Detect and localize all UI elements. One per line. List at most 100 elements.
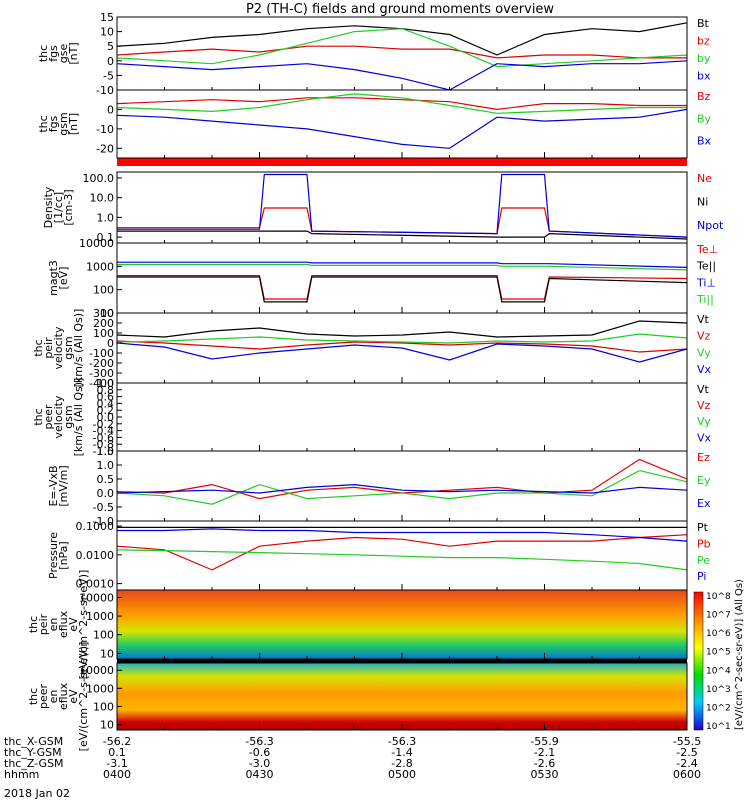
time-axis-value: -3.1 bbox=[106, 757, 127, 770]
panel-frame bbox=[116, 16, 688, 91]
date-label: 2018 Jan 02 bbox=[4, 787, 70, 800]
y-tick-label: -1.0 bbox=[93, 515, 114, 528]
y-axis-label: [cm-3] bbox=[62, 189, 75, 225]
y-axis-label: thc bbox=[27, 688, 40, 705]
y-tick-label: 1.0 bbox=[97, 459, 115, 472]
y-axis-label: gse bbox=[57, 44, 70, 64]
series-line-Ni bbox=[117, 230, 688, 240]
legend-entry: Ti⊥ bbox=[696, 276, 716, 289]
y-axis-label: thc bbox=[37, 115, 50, 132]
colorbar-tick-label: 10^3 bbox=[706, 685, 731, 695]
y-tick-label: -300 bbox=[89, 367, 114, 380]
colorbar-tick-label: 10^6 bbox=[706, 629, 731, 639]
y-axis-label: peer bbox=[42, 404, 55, 430]
y-tick-label: 0 bbox=[107, 337, 114, 350]
y-tick-label: -0.2 bbox=[93, 418, 114, 431]
time-axis-value: -2.1 bbox=[534, 746, 555, 759]
y-axis-label: en bbox=[47, 690, 60, 704]
series-line-bz bbox=[116, 45, 687, 59]
y-axis-label: gsm bbox=[62, 336, 75, 359]
y-axis-label: [nT] bbox=[67, 113, 80, 135]
legend-entry: Pe bbox=[697, 554, 710, 567]
y-tick-label: 0.1000 bbox=[76, 520, 115, 533]
y-axis-label: [nT] bbox=[67, 42, 80, 64]
y-axis-label: eV bbox=[67, 689, 80, 704]
legend-entry: Pi bbox=[697, 570, 706, 583]
panels: 151050-5-10thcfgsgse[nT]Btbzbybx0-10-20t… bbox=[27, 11, 724, 751]
legend-entry: Vt bbox=[697, 313, 710, 326]
series-line-Vz bbox=[116, 340, 688, 353]
legend-entry: bx bbox=[697, 70, 711, 83]
legend-entry: Bt bbox=[697, 17, 710, 30]
y-tick-label: 1.0 bbox=[97, 377, 115, 390]
y-tick-label: 0 bbox=[107, 55, 114, 68]
panel-frame bbox=[116, 520, 688, 591]
time-axis-value: -3.0 bbox=[249, 757, 270, 770]
legend-entry: Vy bbox=[697, 346, 711, 359]
time-axis: thc_X-GSM -56.2 -56.3 -56.3 -55.9 -55.5 thc_Y-… bbox=[4, 735, 701, 781]
y-tick-label: 0.0010 bbox=[76, 578, 115, 591]
legend-entry: Ey bbox=[697, 474, 711, 487]
time-axis-value: -2.5 bbox=[676, 746, 697, 759]
y-axis-label: Pressure bbox=[47, 532, 60, 579]
peir-spectrogram-image bbox=[117, 590, 687, 659]
time-axis-value: -2.8 bbox=[391, 757, 412, 770]
panel-pressure: 0.1000 0.0100 0.0010 Pressure[nPa] Pt Pb Pe Pi bbox=[47, 520, 711, 591]
y-axis-label: gsm bbox=[57, 112, 70, 135]
peer-spectrogram-image bbox=[117, 663, 687, 730]
legend-entry: by bbox=[697, 52, 711, 65]
y-axis-label: eV bbox=[67, 617, 80, 632]
y-axis-label: fgs bbox=[47, 115, 60, 132]
y-axis-label: E=-VxB bbox=[47, 465, 60, 506]
y-tick-label: 0.0100 bbox=[76, 549, 115, 562]
series-line-Ti⊥ bbox=[117, 261, 688, 268]
series-line-Bz bbox=[116, 97, 687, 111]
series-line-Bx bbox=[116, 108, 688, 149]
panel-peir_spec: 10000 1000 100 10 thcpeirenefluxeV[eV/(cm^2-… bbox=[27, 570, 688, 680]
series-line-Ex bbox=[116, 483, 688, 494]
time-axis-value: -56.3 bbox=[388, 735, 416, 748]
legend-entry: Te⊥ bbox=[696, 243, 718, 256]
y-tick-label: 10 bbox=[100, 647, 114, 660]
legend-entry: Ez bbox=[697, 451, 710, 464]
series-line-Npot bbox=[117, 173, 688, 238]
colorbar-tick-label: 10^7 bbox=[706, 611, 731, 621]
panel-density: 100.0 10.0 1.0 0.1 Density[1/cc][cm-3] Ne Ni Np… bbox=[42, 171, 724, 244]
legend-entry: Ni bbox=[697, 195, 708, 208]
series-line-Ti|| bbox=[117, 263, 688, 271]
y-tick-label: 10000 bbox=[79, 237, 114, 250]
time-axis-value: -56.2 bbox=[103, 735, 131, 748]
legend-entry: Te|| bbox=[696, 260, 716, 273]
y-tick-label: 200 bbox=[93, 317, 114, 330]
y-axis-label: [eV] bbox=[57, 267, 70, 290]
time-axis-value: 0600 bbox=[673, 768, 701, 781]
y-axis-label: eflux bbox=[57, 610, 70, 638]
legend-entry: Pt bbox=[697, 521, 709, 534]
series-line-Vy bbox=[116, 333, 688, 344]
panel-temperature: 10000 1000 100 10 magt3[eV] Te⊥ Te|| Ti⊥ Ti|| bbox=[47, 237, 718, 320]
y-axis-label: [eV/(cm^2-s-sr-eV)] bbox=[77, 570, 90, 680]
y-tick-label: 15 bbox=[100, 11, 114, 24]
colorbar-tick-label: 10^2 bbox=[706, 703, 731, 713]
y-tick-label: 1.0 bbox=[97, 211, 115, 224]
time-axis-row-label: thc_X-GSM bbox=[4, 735, 63, 748]
series-line-Te|| bbox=[117, 276, 688, 303]
y-axis-label: [km/s (All Qs)] bbox=[72, 378, 85, 457]
y-axis-label: velocity bbox=[52, 395, 65, 438]
time-axis-row-label: thc_Y-GSM bbox=[4, 746, 62, 759]
series-line-Te⊥ bbox=[117, 275, 688, 300]
time-axis-value: 0400 bbox=[103, 768, 131, 781]
spectrogram-divider bbox=[117, 659, 687, 663]
series-line-Pi bbox=[117, 528, 688, 542]
y-axis-label: [km/s (All Qs)] bbox=[72, 309, 85, 388]
y-tick-label: -10 bbox=[96, 123, 114, 136]
time-axis-value: -2.6 bbox=[534, 757, 555, 770]
legend-entry: Ex bbox=[697, 497, 711, 510]
legend-entry: Vx bbox=[697, 431, 712, 444]
series-line-Pb bbox=[116, 534, 688, 571]
y-tick-label: 100 bbox=[93, 700, 114, 713]
y-tick-label: 0.4 bbox=[97, 397, 115, 410]
y-axis-label: eflux bbox=[57, 682, 70, 710]
